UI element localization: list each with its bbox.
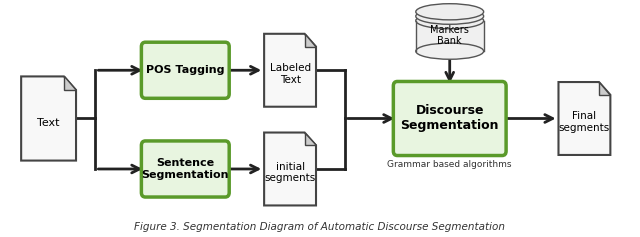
Polygon shape (599, 82, 611, 95)
Text: initial
segments: initial segments (264, 162, 316, 183)
Text: Labeled
Text: Labeled Text (269, 63, 310, 85)
Polygon shape (305, 34, 316, 47)
Polygon shape (416, 21, 484, 51)
Text: Text: Text (37, 118, 60, 128)
Text: Figure 3. Segmentation Diagram of Automatic Discourse Segmentation: Figure 3. Segmentation Diagram of Automa… (134, 222, 506, 232)
Text: POS Tagging: POS Tagging (146, 65, 225, 75)
FancyBboxPatch shape (394, 82, 506, 155)
FancyBboxPatch shape (141, 42, 229, 98)
Polygon shape (64, 76, 76, 90)
Text: Discourse
Segmentation: Discourse Segmentation (401, 105, 499, 132)
Polygon shape (559, 82, 611, 155)
Text: Markers
Bank: Markers Bank (430, 25, 469, 46)
Text: Final
segments: Final segments (559, 111, 610, 133)
Polygon shape (264, 132, 316, 205)
Text: Sentence
Segmentation: Sentence Segmentation (141, 158, 229, 180)
Ellipse shape (416, 13, 484, 29)
Polygon shape (21, 76, 76, 161)
Ellipse shape (416, 4, 484, 20)
Ellipse shape (416, 8, 484, 24)
Ellipse shape (416, 43, 484, 59)
Text: Grammar based algorithms: Grammar based algorithms (387, 160, 512, 169)
Polygon shape (264, 34, 316, 107)
FancyBboxPatch shape (141, 141, 229, 197)
Polygon shape (305, 132, 316, 145)
